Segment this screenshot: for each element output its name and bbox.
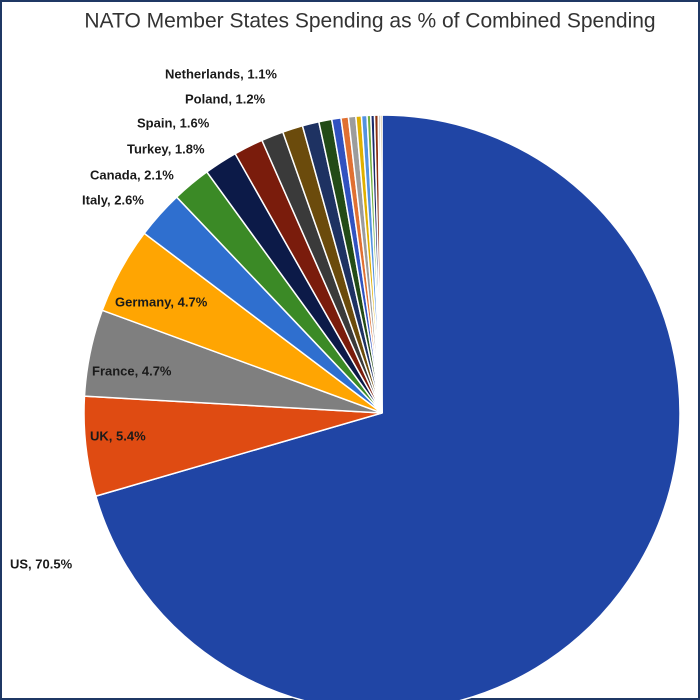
pie-slice (379, 114, 383, 414)
labels: US, 70.5% UK, 5.4% France, 4.7% Germany, 4.… (10, 66, 277, 571)
chart-title: NATO Member States Spending as % of Comb… (84, 10, 655, 33)
data-label: US, 70.5% (10, 556, 73, 571)
data-label: Spain, 1.6% (137, 115, 210, 130)
data-label: France, 4.7% (92, 363, 172, 378)
data-label: Canada, 2.1% (90, 167, 174, 182)
data-label: Netherlands, 1.1% (165, 66, 277, 81)
data-label: UK, 5.4% (90, 428, 146, 443)
pie (83, 114, 681, 700)
data-label: Turkey, 1.8% (127, 141, 205, 156)
data-label: Poland, 1.2% (185, 91, 266, 106)
pie-slice (94, 114, 681, 700)
data-label: Italy, 2.6% (82, 192, 144, 207)
data-label: Germany, 4.7% (115, 294, 208, 309)
